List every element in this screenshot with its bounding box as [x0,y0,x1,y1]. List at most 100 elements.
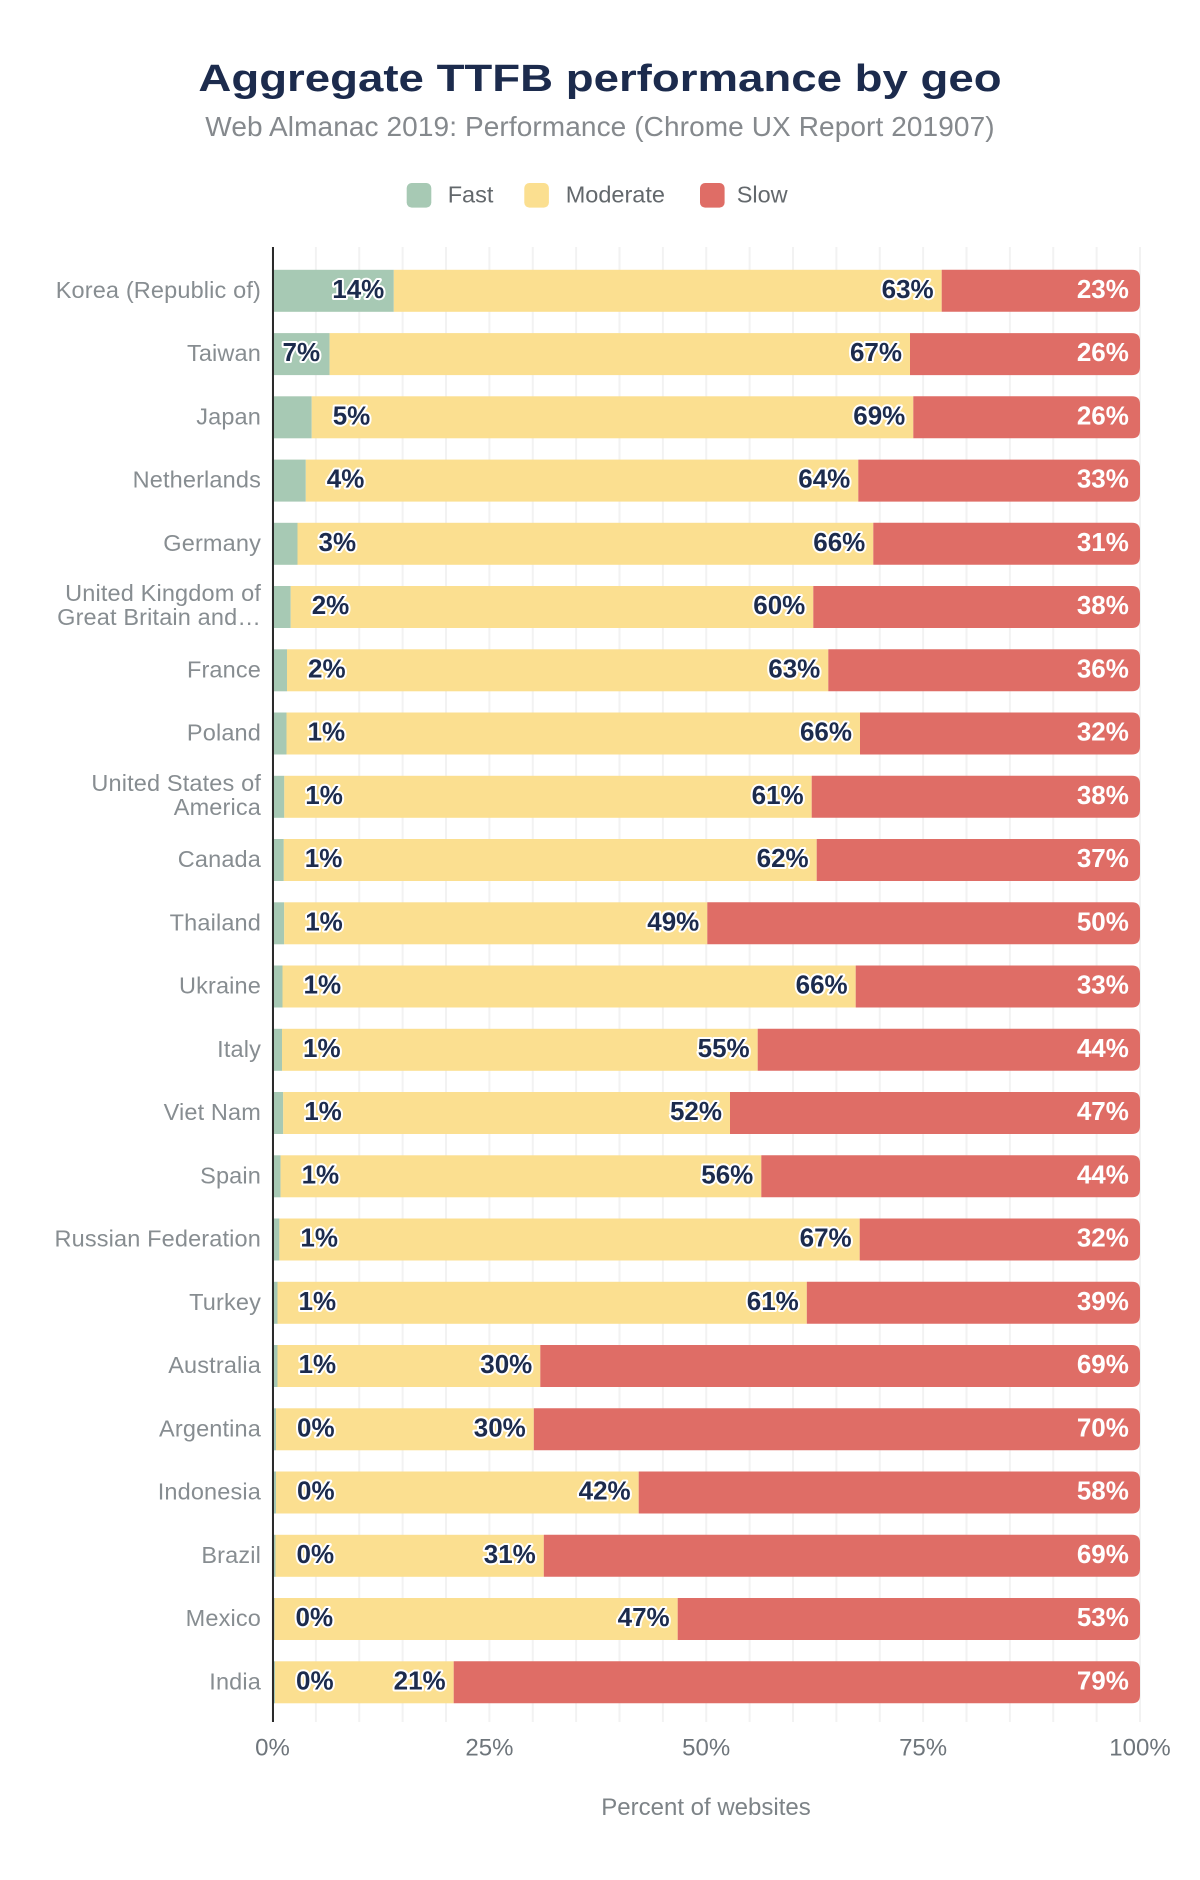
svg-text:63%: 63% [768,653,820,683]
svg-text:1%: 1% [300,1223,338,1253]
svg-text:Ukraine: Ukraine [179,973,261,999]
svg-text:61%: 61% [752,780,804,810]
svg-text:30%: 30% [480,1349,532,1379]
svg-text:Viet Nam: Viet Nam [164,1099,261,1125]
svg-text:Turkey: Turkey [189,1289,261,1315]
svg-text:58%: 58% [1077,1476,1129,1506]
svg-text:0%: 0% [255,1735,290,1762]
svg-text:Italy: Italy [217,1036,261,1062]
svg-text:47%: 47% [1077,1096,1129,1126]
svg-text:66%: 66% [813,527,865,557]
svg-text:2%: 2% [308,653,346,683]
svg-text:39%: 39% [1077,1286,1129,1316]
svg-text:Percent of websites: Percent of websites [601,1794,810,1821]
svg-text:100%: 100% [1109,1735,1170,1762]
svg-text:66%: 66% [800,717,852,747]
svg-text:Mexico: Mexico [186,1605,261,1631]
svg-text:1%: 1% [299,1286,337,1316]
svg-text:1%: 1% [303,1033,341,1063]
svg-text:1%: 1% [299,1349,337,1379]
svg-text:32%: 32% [1077,1223,1129,1253]
svg-text:0%: 0% [296,1602,334,1632]
svg-text:United Kingdom of: United Kingdom of [65,580,261,606]
svg-text:67%: 67% [800,1223,852,1253]
svg-text:42%: 42% [579,1476,631,1506]
svg-text:55%: 55% [698,1033,750,1063]
svg-text:1%: 1% [305,780,343,810]
svg-text:0%: 0% [297,1476,335,1506]
svg-text:Indonesia: Indonesia [158,1479,262,1505]
svg-text:21%: 21% [394,1665,446,1695]
svg-text:0%: 0% [297,1539,335,1569]
svg-text:38%: 38% [1077,780,1129,810]
svg-text:67%: 67% [850,337,902,367]
svg-text:63%: 63% [882,274,934,304]
svg-text:69%: 69% [853,400,905,430]
svg-text:Fast: Fast [448,181,494,207]
svg-text:23%: 23% [1077,274,1129,304]
svg-text:Australia: Australia [168,1352,262,1378]
svg-text:France: France [187,656,261,682]
svg-text:Netherlands: Netherlands [133,467,261,493]
svg-text:Japan: Japan [196,403,261,429]
svg-text:79%: 79% [1077,1665,1129,1695]
svg-text:Brazil: Brazil [201,1542,261,1568]
svg-text:3%: 3% [319,527,357,557]
svg-text:52%: 52% [670,1096,722,1126]
svg-text:32%: 32% [1077,717,1129,747]
svg-text:Aggregate TTFB performance by: Aggregate TTFB performance by geo [198,57,1001,100]
svg-text:Poland: Poland [187,720,261,746]
svg-text:53%: 53% [1077,1602,1129,1632]
svg-text:26%: 26% [1077,337,1129,367]
svg-text:14%: 14% [332,274,384,304]
svg-text:1%: 1% [308,717,346,747]
svg-text:0%: 0% [296,1665,334,1695]
svg-text:75%: 75% [899,1735,947,1762]
svg-text:0%: 0% [297,1412,335,1442]
svg-text:1%: 1% [305,843,343,873]
svg-text:5%: 5% [333,400,371,430]
svg-text:69%: 69% [1077,1349,1129,1379]
svg-text:64%: 64% [798,464,850,494]
svg-text:61%: 61% [747,1286,799,1316]
svg-text:Germany: Germany [163,530,261,556]
svg-text:69%: 69% [1077,1539,1129,1569]
svg-text:Canada: Canada [178,846,262,872]
svg-text:Web Almanac 2019: Performance: Web Almanac 2019: Performance (Chrome UX… [205,111,994,142]
svg-text:United States of: United States of [91,770,261,796]
svg-text:Slow: Slow [737,181,789,207]
svg-text:33%: 33% [1077,970,1129,1000]
svg-text:26%: 26% [1077,400,1129,430]
svg-text:Argentina: Argentina [159,1415,262,1441]
svg-text:Great Britain and…: Great Britain and… [57,604,261,630]
svg-text:70%: 70% [1077,1412,1129,1442]
svg-text:33%: 33% [1077,464,1129,494]
svg-text:36%: 36% [1077,653,1129,683]
svg-text:1%: 1% [304,1096,342,1126]
svg-text:38%: 38% [1077,590,1129,620]
svg-text:4%: 4% [327,464,365,494]
svg-text:Spain: Spain [200,1162,261,1188]
svg-text:1%: 1% [302,1159,340,1189]
svg-text:25%: 25% [465,1735,513,1762]
svg-text:50%: 50% [1077,906,1129,936]
svg-text:66%: 66% [796,970,848,1000]
svg-text:30%: 30% [474,1412,526,1442]
svg-text:37%: 37% [1077,843,1129,873]
svg-text:Taiwan: Taiwan [187,340,261,366]
svg-text:1%: 1% [304,970,342,1000]
svg-text:2%: 2% [312,590,350,620]
svg-text:Moderate: Moderate [566,181,665,207]
svg-text:62%: 62% [757,843,809,873]
svg-text:America: America [174,794,262,820]
svg-text:31%: 31% [484,1539,536,1569]
svg-text:Korea (Republic of): Korea (Republic of) [56,277,261,303]
svg-text:Thailand: Thailand [170,909,261,935]
svg-text:31%: 31% [1077,527,1129,557]
svg-text:44%: 44% [1077,1033,1129,1063]
svg-text:7%: 7% [283,337,321,367]
svg-text:44%: 44% [1077,1159,1129,1189]
svg-text:1%: 1% [305,906,343,936]
svg-text:60%: 60% [753,590,805,620]
svg-text:Russian Federation: Russian Federation [55,1226,261,1252]
